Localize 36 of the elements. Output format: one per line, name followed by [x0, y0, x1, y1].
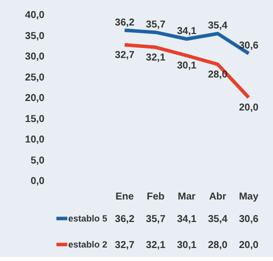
legend-label: establo 5: [68, 214, 108, 224]
text: 30,6: [238, 40, 258, 52]
text: 36,2: [114, 17, 134, 28]
y-tick-label: 0,0: [30, 176, 45, 187]
data-label: 20,0: [238, 240, 259, 251]
y-tick-label: 35,0: [25, 30, 45, 42]
data-label: 34,1: [176, 214, 197, 225]
y-tick-label: 30,0: [25, 52, 45, 62]
text: 32,1: [146, 52, 166, 64]
y-tick-label: 25,0: [25, 72, 45, 84]
text: 35,4: [208, 20, 228, 32]
text: 35,7: [146, 19, 166, 30]
data-label: 36,2: [114, 214, 135, 225]
text: 32,7: [114, 50, 134, 61]
data-label: 32,1: [146, 240, 166, 251]
y-tick-label: 20,0: [25, 93, 45, 104]
data-label: 28,0: [208, 240, 228, 251]
x-tick-label: Feb: [146, 192, 165, 202]
data-label: 35,7: [146, 214, 166, 225]
text: 34,1: [176, 26, 196, 37]
data-label: 30,6: [238, 214, 259, 225]
data-label: 32,7: [114, 240, 135, 251]
text: 30,1: [176, 60, 196, 72]
x-tick-label: May: [238, 192, 259, 202]
legend-label: establo 2: [68, 240, 108, 250]
data-label: 35,4: [208, 214, 228, 225]
text: 20,0: [238, 102, 258, 114]
y-tick-label: 5,0: [30, 155, 45, 166]
y-tick-label: 40,0: [25, 10, 45, 21]
y-tick-label: 10,0: [25, 134, 45, 146]
y-tick-label: 15,0: [25, 114, 45, 125]
x-tick-label: Mar: [178, 192, 196, 202]
data-label: 30,1: [176, 240, 197, 251]
x-tick-label: Ene: [115, 192, 134, 202]
x-tick-label: Abr: [209, 192, 226, 202]
text: 28,0: [208, 69, 228, 80]
